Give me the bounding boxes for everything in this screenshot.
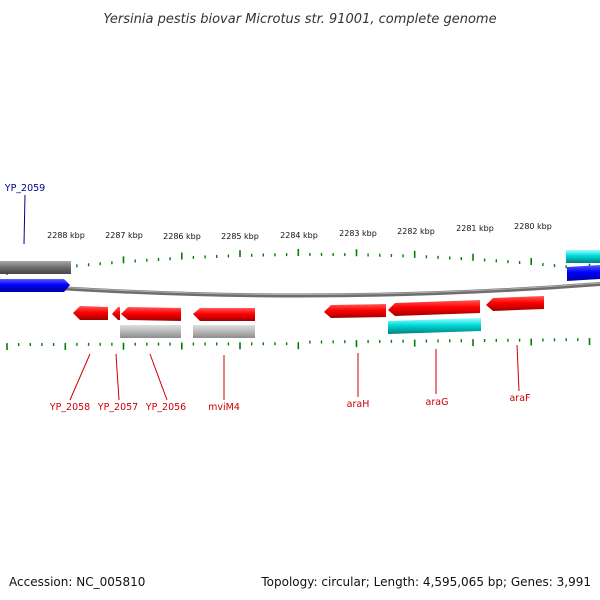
scale-label-2285: 2285 kbp (221, 232, 259, 241)
genome-backbone-highlight (0, 282, 600, 295)
gene-mviM4[interactable] (193, 308, 255, 321)
scale-label-2284: 2284 kbp (280, 231, 318, 240)
gene-araH[interactable] (324, 304, 386, 318)
gene-YP_2059[interactable] (0, 279, 70, 292)
feature-cyan-right[interactable] (566, 250, 600, 263)
scale-label-2281: 2281 kbp (456, 224, 494, 233)
bottom-tick-ring (6, 338, 591, 351)
scale-label-2288: 2288 kbp (47, 231, 85, 240)
label-araF[interactable]: araF (509, 393, 530, 404)
map-title: Yersinia pestis biovar Microtus str. 910… (103, 12, 496, 27)
scale-labels: 2288 kbp 2287 kbp 2286 kbp 2285 kbp 2284… (47, 222, 552, 241)
leader-YP_2059 (23, 194, 26, 245)
scale-label-2282: 2282 kbp (397, 227, 435, 236)
scale-label-2280: 2280 kbp (514, 222, 552, 231)
label-araG[interactable]: araG (426, 397, 449, 408)
label-mviM4[interactable]: mviM4 (208, 402, 240, 413)
leader-araF (516, 344, 520, 392)
leader-YP_2056 (149, 353, 168, 401)
pseudo-feature-YP_2056[interactable] (120, 325, 181, 338)
feature-cyan-araG[interactable] (388, 318, 481, 334)
scale-label-2283: 2283 kbp (339, 229, 377, 238)
feature-dark-grey-left[interactable] (0, 261, 71, 274)
label-YP_2059[interactable]: YP_2059 (4, 183, 45, 194)
label-YP_2057[interactable]: YP_2057 (97, 402, 138, 413)
label-YP_2058[interactable]: YP_2058 (49, 402, 90, 413)
gene-araG[interactable] (388, 300, 480, 316)
gene-YP_2058[interactable] (73, 306, 108, 320)
gene-YP_2057[interactable] (112, 307, 120, 320)
accession-text: Accession: NC_005810 (9, 575, 145, 589)
gene-YP_2056[interactable] (121, 307, 181, 321)
pseudo-feature-mviM4[interactable] (193, 325, 255, 338)
label-leaders (23, 194, 520, 401)
leader-YP_2058 (69, 353, 91, 401)
leader-YP_2057 (115, 353, 120, 401)
label-YP_2056[interactable]: YP_2056 (145, 402, 186, 413)
scale-label-2286: 2286 kbp (163, 232, 201, 241)
top-tick-ring (6, 249, 591, 275)
scale-label-2287: 2287 kbp (105, 231, 143, 240)
gene-blue-right[interactable] (567, 265, 600, 281)
gene-araF[interactable] (486, 296, 544, 311)
genome-summary-text: Topology: circular; Length: 4,595,065 bp… (260, 575, 591, 589)
genome-backbone (0, 282, 600, 298)
label-araH[interactable]: araH (347, 399, 370, 410)
